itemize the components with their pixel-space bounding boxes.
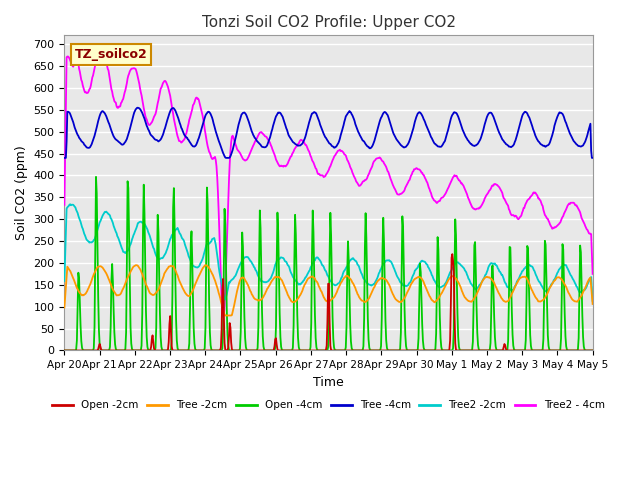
- Legend: Open -2cm, Tree -2cm, Open -4cm, Tree -4cm, Tree2 -2cm, Tree2 - 4cm: Open -2cm, Tree -2cm, Open -4cm, Tree -4…: [48, 396, 609, 415]
- Title: Tonzi Soil CO2 Profile: Upper CO2: Tonzi Soil CO2 Profile: Upper CO2: [202, 15, 456, 30]
- X-axis label: Time: Time: [313, 376, 344, 389]
- Y-axis label: Soil CO2 (ppm): Soil CO2 (ppm): [15, 145, 28, 240]
- Text: TZ_soilco2: TZ_soilco2: [75, 48, 148, 61]
